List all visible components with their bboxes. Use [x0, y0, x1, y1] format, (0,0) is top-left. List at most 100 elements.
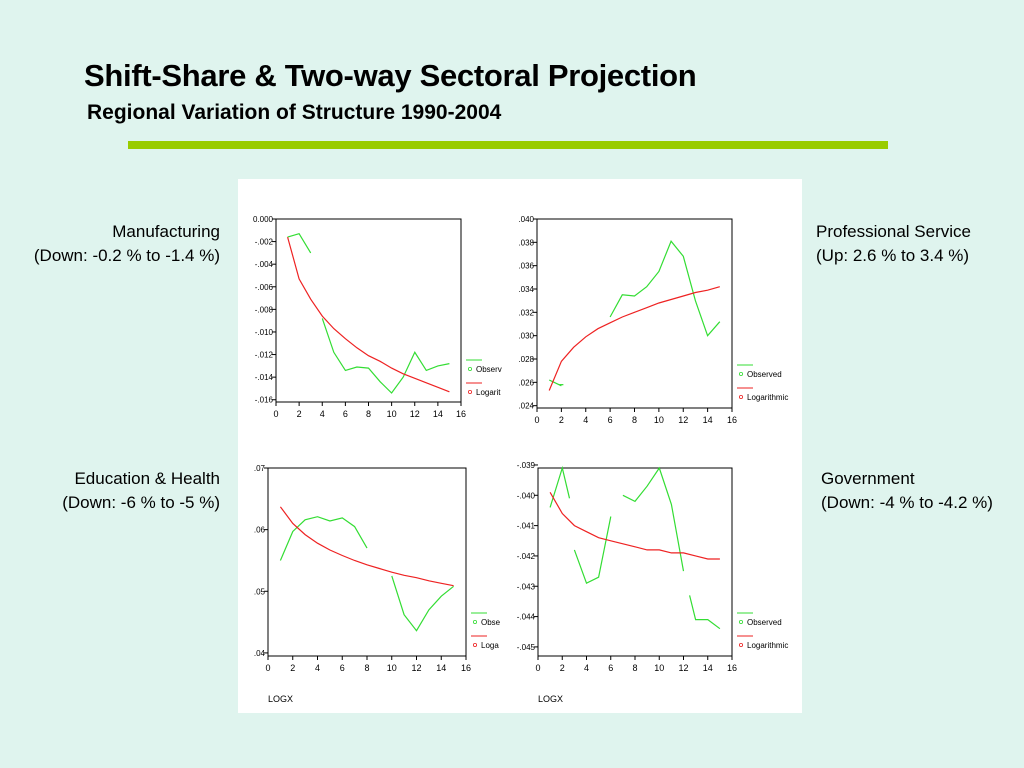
y-tick-label: -.044	[517, 613, 536, 622]
y-tick-label: -.041	[517, 522, 536, 531]
chart-legend: Obse Loga	[471, 612, 501, 650]
legend-label: Obse	[481, 618, 501, 627]
x-axis-label: LOGX	[268, 694, 293, 704]
x-tick-label: 6	[340, 663, 345, 673]
y-tick-label: .026	[518, 378, 534, 387]
slide-title: Shift-Share & Two-way Sectoral Projectio…	[84, 58, 697, 93]
chart-government: 0 2 4 6 8 10 12 14 16 -.039 -.040 -.041 -.042 -.043 -.…	[517, 461, 789, 704]
y-tick-label: .07	[254, 464, 266, 473]
x-tick-label: 16	[727, 663, 737, 673]
legend-marker-observed	[738, 619, 743, 624]
legend-marker-observed	[472, 619, 477, 624]
series-line-observed	[622, 466, 685, 572]
x-tick-label: 6	[608, 415, 613, 425]
x-tick-label: 0	[535, 663, 540, 673]
x-tick-label: 8	[632, 663, 637, 673]
x-tick-label: 16	[461, 663, 471, 673]
chart-frame	[537, 467, 733, 657]
series-line-logarithmic	[287, 236, 450, 393]
x-tick-label: 2	[560, 663, 565, 673]
legend-label: Observed	[747, 618, 782, 627]
x-tick-label: 10	[654, 663, 664, 673]
x-tick-label: 8	[632, 415, 637, 425]
y-tick-label: .028	[518, 355, 534, 364]
series-line-observed	[609, 240, 721, 337]
y-tick-label: .05	[254, 587, 266, 596]
series-line-observed	[549, 465, 571, 508]
y-tick-label: .038	[518, 238, 534, 247]
slide-subtitle: Regional Variation of Structure 1990-200…	[87, 101, 502, 124]
x-tick-label: 8	[366, 409, 371, 419]
x-tick-label: 0	[273, 409, 278, 419]
x-tick-label: 10	[654, 415, 664, 425]
chart-legend: Observ Logarit	[466, 359, 502, 397]
legend-marker-logarithmic	[467, 389, 472, 394]
y-tick-label: -.002	[255, 238, 274, 247]
y-tick-label: .032	[518, 308, 534, 317]
y-tick-label: -.012	[255, 351, 274, 360]
label-manufacturing: Manufacturing (Down: -0.2 % to -1.4 %)	[0, 220, 220, 268]
x-tick-label: 4	[584, 663, 589, 673]
x-tick-label: 8	[364, 663, 369, 673]
x-tick-label: 4	[315, 663, 320, 673]
x-tick-label: 10	[387, 409, 397, 419]
x-tick-label: 14	[436, 663, 446, 673]
y-tick-label: .034	[518, 285, 534, 294]
x-tick-label: 10	[387, 663, 397, 673]
y-tick-label: -.010	[255, 328, 274, 337]
y-tick-label: -.008	[255, 305, 274, 314]
title-divider	[128, 141, 888, 149]
y-tick-label: .030	[518, 332, 534, 341]
chart-frame	[536, 218, 733, 409]
x-tick-label: 2	[290, 663, 295, 673]
chart-professional: 0 2 4 6 8 10 12 14 16 .040 .038 .036 .034 .032 .030 .02…	[518, 215, 788, 425]
label-professional: Professional Service (Up: 2.6 % to 3.4 %…	[816, 220, 1016, 268]
label-education-name: Education & Health	[74, 469, 220, 488]
chart-manufacturing: 0 2 4 6 8 10 12 14 16 0.000 -.002 -.004 -.006 -.008 -.…	[253, 215, 502, 419]
y-tick-label: -.006	[255, 283, 274, 292]
label-government: Government (Down: -4 % to -4.2 %)	[821, 467, 1021, 515]
y-tick-label: .040	[518, 215, 534, 224]
x-tick-label: 14	[703, 415, 713, 425]
y-tick-label: -.014	[255, 373, 274, 382]
x-tick-label: 2	[297, 409, 302, 419]
label-professional-change: (Up: 2.6 % to 3.4 %)	[816, 246, 970, 265]
legend-label: Observed	[747, 370, 782, 379]
x-tick-label: 16	[456, 409, 466, 419]
legend-marker-logarithmic	[738, 642, 743, 647]
y-tick-label: -.040	[517, 491, 536, 500]
x-tick-label: 14	[433, 409, 443, 419]
legend-label: Logarit	[476, 388, 501, 397]
x-tick-label: 4	[583, 415, 588, 425]
y-tick-label: -.043	[517, 582, 536, 591]
series-line-logarithmic	[279, 506, 454, 587]
series-line-observed	[279, 516, 368, 561]
legend-marker-logarithmic	[472, 642, 477, 647]
charts-panel: 0 2 4 6 8 10 12 14 16 0.000 -.002 -.004 -.006 -.008 -.…	[238, 179, 802, 713]
x-tick-label: 0	[265, 663, 270, 673]
x-tick-label: 12	[410, 409, 420, 419]
series-line-observed	[689, 595, 721, 630]
x-tick-label: 12	[411, 663, 421, 673]
chart-education: 0 2 4 6 8 10 12 14 16 .07 .06 .05 .04 LOGX Obse Loga	[254, 464, 501, 704]
label-manufacturing-change: (Down: -0.2 % to -1.4 %)	[33, 246, 220, 265]
series-line-observed	[391, 575, 454, 632]
y-tick-label: .024	[518, 402, 534, 411]
legend-label: Logarithmic	[747, 393, 788, 402]
series-line-logarithmic	[548, 286, 720, 391]
x-tick-label: 6	[608, 663, 613, 673]
label-government-change: (Down: -4 % to -4.2 %)	[821, 493, 993, 512]
label-education: Education & Health (Down: -6 % to -5 %)	[0, 467, 220, 515]
x-tick-label: 16	[727, 415, 737, 425]
y-tick-label: 0.000	[253, 215, 274, 224]
y-tick-label: -.016	[255, 396, 274, 405]
y-tick-label: -.042	[517, 552, 536, 561]
x-tick-label: 0	[534, 415, 539, 425]
label-manufacturing-name: Manufacturing	[112, 222, 220, 241]
x-tick-label: 2	[559, 415, 564, 425]
series-line-observed	[287, 232, 312, 254]
series-line-observed	[321, 318, 450, 394]
y-tick-label: .04	[254, 649, 266, 658]
legend-marker-logarithmic	[738, 394, 743, 399]
x-tick-label: 14	[703, 663, 713, 673]
